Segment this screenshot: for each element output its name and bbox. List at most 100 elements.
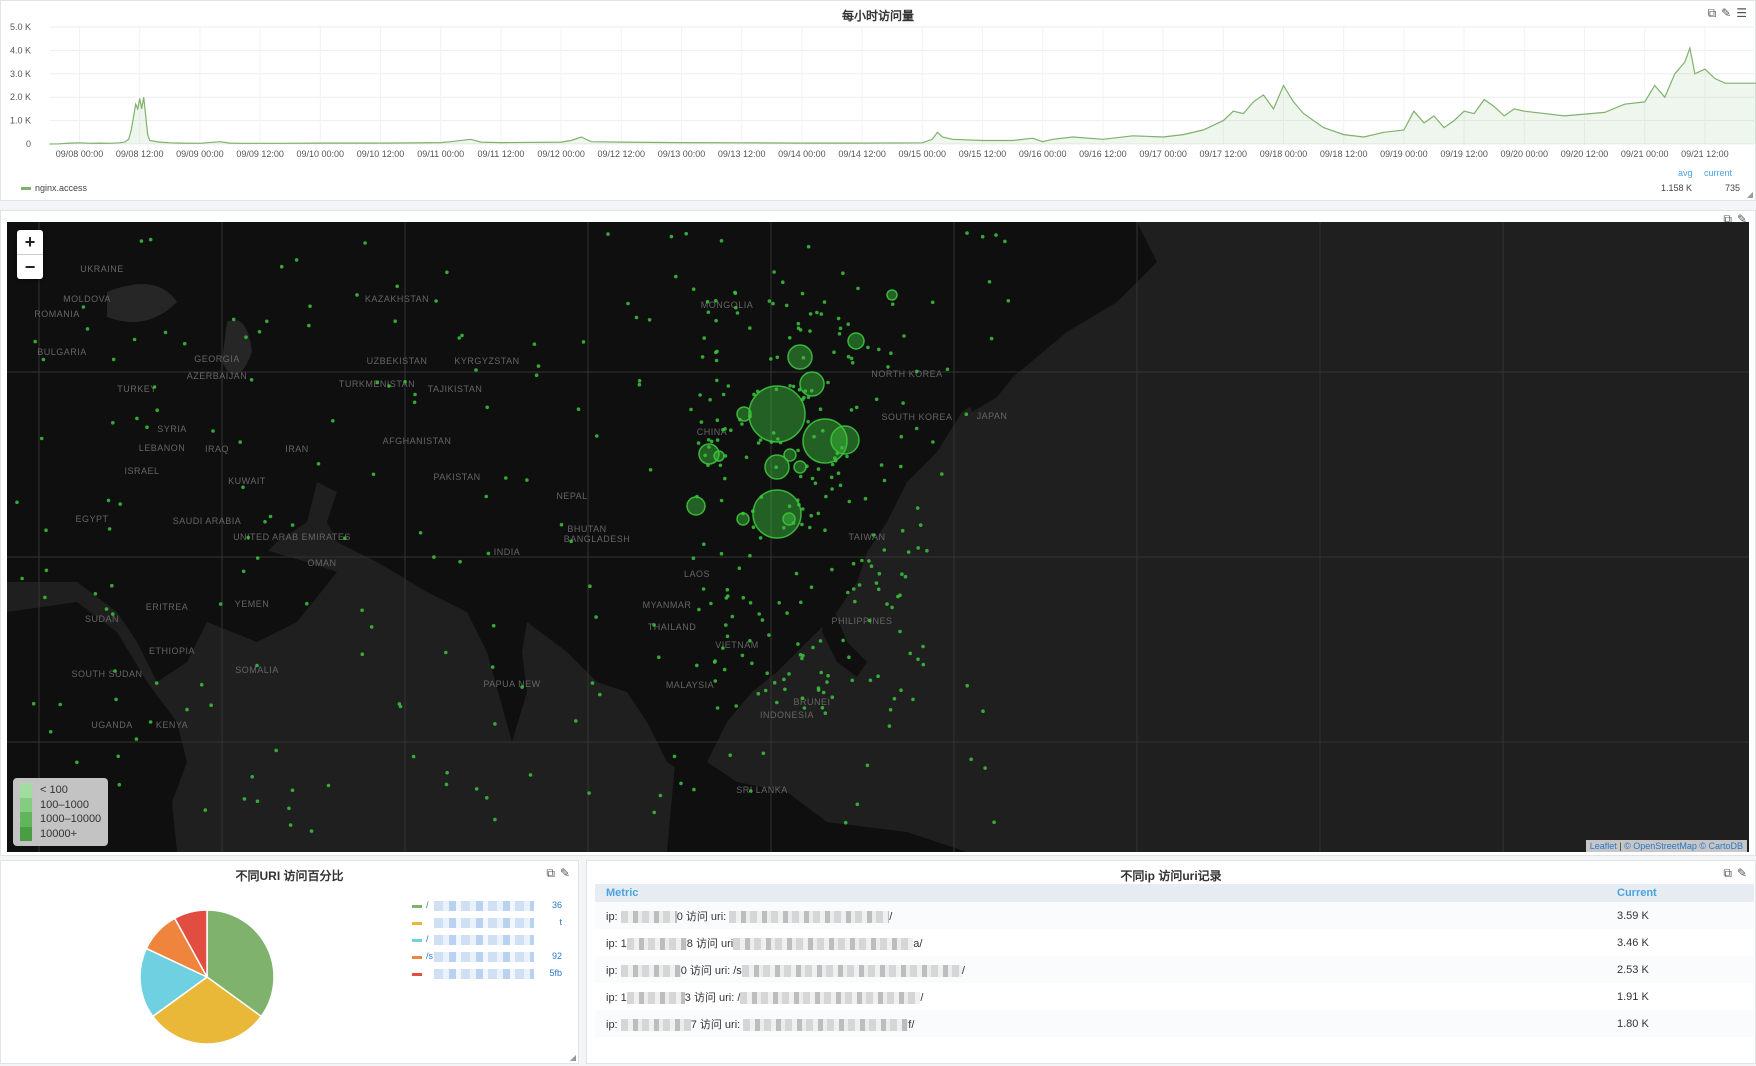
map-marker [460,333,464,338]
caspian-sea [222,320,252,375]
legend-prefix: /s [426,951,434,961]
redacted-uri [729,910,890,923]
map-marker [626,301,630,306]
edit-icon[interactable]: ✎ [1721,6,1732,20]
metric-mid: 8 访问 uri [686,937,734,950]
redacted-label [434,901,534,911]
panel-tools: ⧉ ✎ [1723,866,1747,881]
map-marker [866,345,870,350]
map-marker-large [783,448,797,462]
country-label: INDIA [494,547,521,557]
menu-icon[interactable]: ☰ [1736,6,1747,20]
column-metric[interactable]: Metric [595,884,1606,902]
legend-current-header[interactable]: current [1704,168,1733,178]
redacted-label [434,969,534,979]
map-marker [648,468,653,472]
map-marker [916,546,920,550]
legend-swatch [21,187,31,191]
country-label: ISRAEL [124,466,159,476]
panel-tools: ⧉ ✎ [546,866,570,881]
legend-avg-header[interactable]: avg [1678,168,1693,178]
map-marker [1006,299,1011,303]
metric-cell: ip: 7 访问 uri: f/ [595,1010,1606,1037]
map-marker [163,330,168,335]
current-cell: 1.91 K [1617,990,1649,1003]
column-current[interactable]: Current [1606,884,1754,902]
zoom-out-button[interactable]: − [17,254,43,279]
country-label: IRAN [285,444,309,454]
panel-title[interactable]: 不同ip 访问uri记录 [1120,869,1222,883]
country-label: INDONESIA [760,710,814,720]
map-marker [871,533,876,537]
country-label: VIETNAM [715,640,759,650]
redacted-uri [740,991,921,1004]
edit-icon[interactable]: ✎ [559,866,570,880]
panel-title[interactable]: 不同URI 访问百分比 [235,869,344,883]
carto-link[interactable]: © CartoDB [1699,841,1743,851]
map-marker [116,754,120,759]
map-marker [708,398,712,402]
map-marker [135,416,139,421]
panel-tools: ⧉ ✎ ☰ [1708,6,1747,21]
pie-legend-item[interactable]: t [412,917,562,929]
metric-pre: ip: 1 [606,991,627,1004]
map-marker [801,653,805,658]
country-label: GEORGIA [194,354,240,364]
share-icon[interactable]: ⧉ [1707,6,1717,20]
uri-pie-chart[interactable] [61,881,361,1061]
pie-legend-item[interactable]: /s 92 [412,951,562,963]
metric-end: / [961,964,965,977]
resize-handle[interactable]: ◢ [569,1053,576,1062]
legend-series[interactable]: nginx.access [21,183,87,193]
map-marker [734,704,738,708]
map-marker [818,407,823,411]
map-marker [715,438,720,442]
map-canvas[interactable]: UKRAINE MOLDOVA ROMANIA BULGARIA GEORGIA AZER… [7,222,1749,852]
edit-icon[interactable]: ✎ [1736,866,1747,880]
country-label: TURKEY [117,384,157,394]
leaflet-link[interactable]: Leaflet [1589,841,1617,851]
country-label: MOLDOVA [63,294,111,304]
pie-legend-item[interactable]: 5fb [412,968,562,980]
map-marker [730,614,735,619]
edit-icon[interactable]: ✎ [1736,212,1747,226]
current-cell: 2.53 K [1606,956,1754,983]
map-marker [750,661,754,666]
panel-title[interactable]: 每小时访问量 [841,9,914,23]
map-marker [493,722,497,726]
map-marker [709,601,713,606]
legend-swatch [412,939,422,942]
y-tick-label: 3.0 K [10,69,31,79]
hourly-visits-chart[interactable]: 5.0 K 4.0 K 3.0 K 2.0 K 1.0 K 0 09/08 00:00 09/… [1,1,1756,202]
map-marker [669,234,674,239]
map-marker [721,646,725,650]
zoom-in-button[interactable]: + [24,232,36,252]
resize-handle[interactable]: ◢ [1746,190,1753,199]
map-marker [411,754,416,759]
share-icon[interactable]: ⧉ [1723,212,1732,226]
map-marker [316,462,321,466]
map-marker [800,696,805,700]
country-label: SOUTH KOREA [881,412,952,422]
country-label: IRAQ [205,444,229,454]
redacted-ip [620,964,681,977]
pie-legend-item[interactable]: / 36 [412,900,562,912]
map-marker [412,400,417,405]
map-marker [801,356,806,360]
map-marker [723,476,727,481]
osm-link[interactable]: © OpenStreetMap [1624,841,1697,851]
map-marker [263,520,267,524]
map-marker [737,566,742,570]
share-icon[interactable]: ⧉ [1723,866,1732,880]
map-marker [457,336,462,340]
map-marker-large [686,496,706,516]
map-marker [702,336,706,340]
share-icon[interactable]: ⧉ [546,866,555,880]
map-marker [906,550,911,554]
map-marker [849,356,854,361]
pie-legend-item[interactable]: / [412,934,562,946]
hourly-visits-panel: 每小时访问量 ⧉ ✎ ☰ 5.0 K 4.0 K 3.0 K 2.0 K 1.0 K 0 0… [0,0,1756,201]
table-header: Metric Current [595,884,1754,902]
map-marker [782,526,786,530]
world-map[interactable]: UKRAINE MOLDOVA ROMANIA BULGARIA GEORGIA AZER… [7,222,1749,852]
